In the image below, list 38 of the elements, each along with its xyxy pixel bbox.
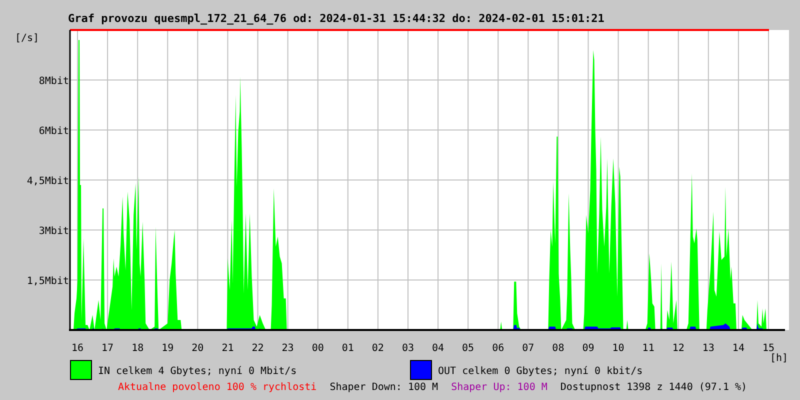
x-tick-label: 20 <box>192 343 204 354</box>
text: Aktualne povoleno 100 % rychlosti <box>118 382 317 393</box>
legend-label: OUT celkem 0 Gbytes; nyní 0 kbit/s <box>438 366 643 377</box>
x-tick-label: 19 <box>162 343 174 354</box>
y-tick-label: 6Mbit <box>38 126 69 137</box>
x-tick-label: 05 <box>462 343 474 354</box>
x-tick-label: 09 <box>582 343 594 354</box>
x-tick-label: 14 <box>732 343 744 354</box>
x-tick-label: 23 <box>282 343 294 354</box>
legend-label: IN celkem 4 Gbytes; nyní 0 Mbit/s <box>98 366 297 377</box>
chart-title: Graf provozu quesmpl_172_21_64_76 od: 2024-01-31 15:44:32 do: 2024-02-01 15:01:21 <box>68 12 605 25</box>
x-tick-label: 00 <box>312 343 324 354</box>
y-tick-label: 3Mbit <box>38 226 69 237</box>
x-tick-label: 07 <box>522 343 534 354</box>
x-tick-label: 11 <box>642 343 654 354</box>
y-tick-label: 4,5Mbit <box>26 176 69 187</box>
x-tick-label: 02 <box>372 343 384 354</box>
x-tick-label: 13 <box>702 343 714 354</box>
x-tick-label: 03 <box>402 343 414 354</box>
x-tick-label: 12 <box>672 343 684 354</box>
x-tick-label: 15 <box>762 343 775 354</box>
x-tick-label: 22 <box>252 343 264 354</box>
x-tick-label: 18 <box>132 343 144 354</box>
y-tick-label: 1,5Mbit <box>26 276 69 287</box>
x-tick-label: 06 <box>492 343 504 354</box>
x-tick-label: 21 <box>222 343 234 354</box>
x-tick-label: 16 <box>71 343 84 354</box>
x-tick-label: 01 <box>342 343 354 354</box>
text: Shaper Down: 100 M <box>330 382 438 393</box>
text: Dostupnost 1398 z 1440 (97.1 %) <box>560 382 748 393</box>
x-tick-label: 10 <box>612 343 624 354</box>
x-tick-label: 08 <box>552 343 564 354</box>
x-tick-label: 17 <box>102 343 114 354</box>
text: Shaper Up: 100 M <box>451 382 548 393</box>
x-tick-label: 04 <box>432 343 444 354</box>
y-tick-label: 8Mbit <box>38 76 69 87</box>
x-axis-title: [h] <box>770 353 788 364</box>
y-axis-title: [/s] <box>15 33 40 44</box>
